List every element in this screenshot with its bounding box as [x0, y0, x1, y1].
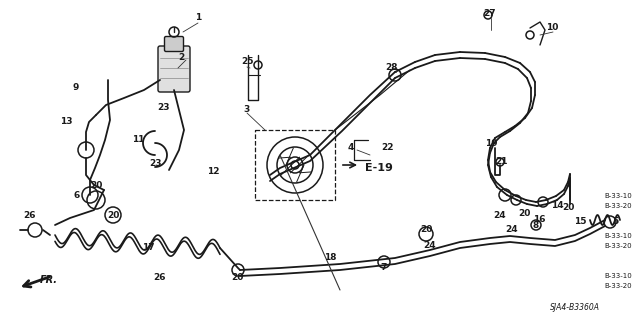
- Text: B-33-20: B-33-20: [604, 283, 632, 289]
- Text: 24: 24: [424, 241, 436, 249]
- Text: 7: 7: [381, 263, 387, 272]
- Text: 26: 26: [154, 273, 166, 283]
- Text: 23: 23: [157, 103, 169, 113]
- Bar: [255, 130, 335, 200]
- Text: B-33-10: B-33-10: [604, 233, 632, 239]
- Text: 27: 27: [484, 9, 496, 18]
- Text: 9: 9: [73, 84, 79, 93]
- Text: 20: 20: [518, 210, 530, 219]
- Text: B-33-20: B-33-20: [604, 243, 632, 249]
- Text: 16: 16: [532, 214, 545, 224]
- Text: 14: 14: [550, 202, 563, 211]
- FancyBboxPatch shape: [164, 36, 184, 51]
- Text: 20: 20: [231, 273, 243, 283]
- Text: 12: 12: [207, 167, 220, 176]
- FancyBboxPatch shape: [158, 46, 190, 92]
- Text: 28: 28: [386, 63, 398, 72]
- Text: B-33-10: B-33-10: [604, 193, 632, 199]
- Text: 8: 8: [533, 220, 539, 229]
- Text: 23: 23: [148, 159, 161, 167]
- Text: 22: 22: [381, 144, 394, 152]
- Text: E-19: E-19: [365, 163, 393, 173]
- Text: 6: 6: [74, 191, 80, 201]
- Text: 25: 25: [241, 57, 253, 66]
- Text: SJA4-B3360A: SJA4-B3360A: [550, 303, 600, 313]
- Text: 20: 20: [562, 204, 574, 212]
- Text: 18: 18: [324, 254, 336, 263]
- Text: B-33-10: B-33-10: [604, 273, 632, 279]
- Text: 1: 1: [195, 13, 201, 23]
- Text: 21: 21: [496, 158, 508, 167]
- Text: 15: 15: [573, 218, 586, 226]
- Text: 13: 13: [60, 117, 72, 127]
- Text: 10: 10: [546, 24, 558, 33]
- Text: 5: 5: [612, 218, 618, 226]
- Text: 20: 20: [107, 211, 119, 219]
- Text: 11: 11: [132, 136, 144, 145]
- Text: 3: 3: [244, 106, 250, 115]
- Text: FR.: FR.: [40, 275, 58, 285]
- Text: 24: 24: [506, 226, 518, 234]
- Text: 19: 19: [484, 139, 497, 149]
- Text: 2: 2: [178, 53, 184, 62]
- Text: B-33-20: B-33-20: [604, 203, 632, 209]
- Text: 26: 26: [24, 211, 36, 219]
- Text: 24: 24: [493, 211, 506, 219]
- Text: 20: 20: [420, 226, 432, 234]
- Text: 4: 4: [348, 144, 354, 152]
- Text: 20: 20: [90, 181, 102, 189]
- Text: 17: 17: [141, 242, 154, 251]
